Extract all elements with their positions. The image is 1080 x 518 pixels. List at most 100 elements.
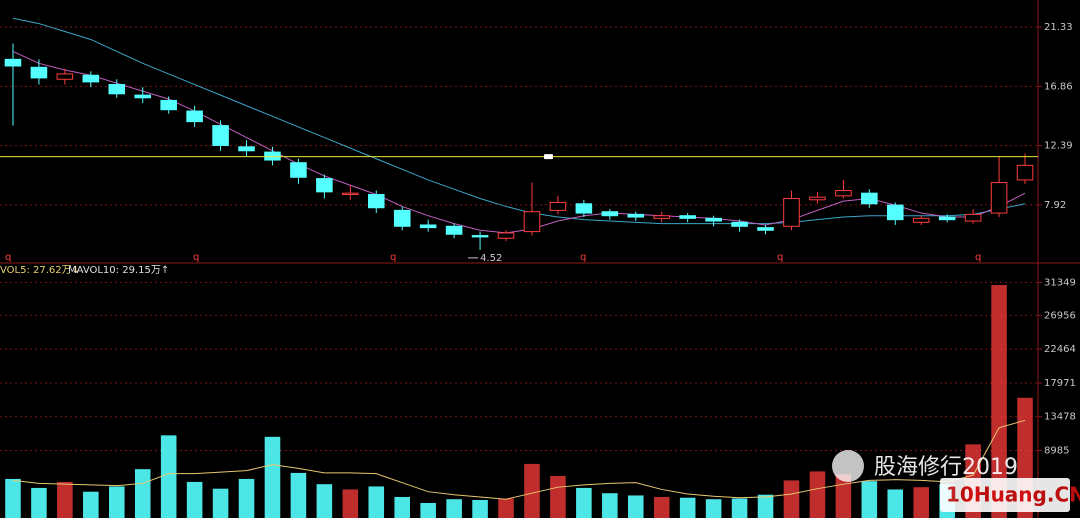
volume-bar	[316, 484, 333, 518]
moving-average-line	[12, 17, 1026, 225]
period-mark: q	[5, 252, 11, 263]
y-tick-label: 22464	[1044, 344, 1076, 355]
watermark-text: 股海修行2019	[874, 455, 1018, 480]
candle-body	[471, 235, 489, 238]
candle-body	[938, 216, 956, 221]
candle-body	[290, 162, 307, 178]
volume-bar	[368, 486, 385, 518]
y-tick-label: 21.33	[1044, 22, 1073, 33]
period-mark: q	[777, 252, 783, 263]
candle-body	[134, 94, 152, 99]
volume-bar	[991, 285, 1007, 518]
candle-body	[30, 66, 48, 79]
candle-body	[497, 232, 515, 239]
volume-bar	[627, 495, 644, 518]
y-tick-label: 12.39	[1044, 141, 1073, 152]
volume-bar	[238, 478, 255, 518]
volume-bar	[186, 481, 203, 518]
volume-bar	[290, 472, 307, 518]
period-mark: q	[193, 252, 199, 263]
volume-bar	[57, 481, 73, 518]
candle-body	[393, 209, 411, 227]
volume-bar	[420, 502, 436, 518]
candle-body	[108, 84, 126, 95]
candle-body	[4, 58, 22, 67]
volume-bar	[809, 471, 826, 518]
volume-bar	[108, 486, 125, 518]
moving-average-line	[12, 419, 1026, 500]
volume-bar	[212, 488, 229, 518]
period-mark: q	[390, 252, 396, 263]
volume-bar	[394, 496, 411, 518]
candle-body	[264, 151, 281, 161]
volume-bar	[653, 496, 670, 518]
volume-bar	[550, 475, 566, 518]
volume-bar	[83, 491, 99, 518]
low-annotation: 4.52	[480, 253, 502, 264]
y-tick-label: 26956	[1044, 310, 1076, 321]
volume-bar	[602, 493, 618, 518]
y-tick-label: 8985	[1044, 445, 1069, 456]
candle-body	[238, 146, 255, 152]
volume-bar	[160, 435, 177, 518]
moving-average-line	[12, 50, 1026, 234]
y-tick-label: 17971	[1044, 378, 1076, 389]
candle-body	[835, 190, 852, 197]
candle-body	[861, 192, 878, 205]
candle-body	[731, 221, 748, 227]
volume-bar	[134, 469, 151, 518]
candle-body	[523, 211, 541, 233]
candle-body	[990, 182, 1008, 214]
candle-body	[342, 192, 359, 196]
candle-body	[82, 74, 100, 83]
candle-body	[912, 217, 930, 223]
legend-item: MAVOL10: 29.15万↑	[68, 265, 169, 276]
y-tick-label: 16.86	[1044, 81, 1073, 92]
volume-bar	[887, 489, 904, 518]
volume-bar	[679, 497, 696, 518]
candle-body	[964, 213, 982, 222]
candle-body	[679, 215, 696, 219]
period-mark: q	[975, 252, 981, 263]
volume-bar	[5, 478, 21, 518]
candle-body	[783, 197, 800, 227]
y-tick-label: 31349	[1044, 277, 1076, 288]
candle-body	[160, 99, 177, 111]
volume-bar	[342, 489, 359, 518]
candle-body	[1016, 164, 1034, 181]
volume-bar	[861, 481, 878, 518]
candle-body	[886, 204, 904, 221]
volume-bar	[498, 498, 514, 518]
candle-body	[316, 178, 333, 193]
candle-body	[186, 110, 203, 123]
volume-bar	[576, 487, 592, 518]
candle-body	[549, 201, 567, 211]
candle-body	[601, 211, 619, 217]
candle-body	[653, 215, 671, 219]
candle-body	[367, 194, 385, 209]
volume-bar	[705, 499, 722, 518]
candle-body	[212, 125, 229, 146]
volume-bar	[31, 487, 47, 518]
candle-body	[419, 224, 437, 229]
candle-body	[809, 196, 826, 201]
volume-bar	[524, 463, 540, 518]
volume-bar	[446, 499, 462, 518]
legend-item: VOL5: 27.62万↓	[0, 265, 80, 276]
candle-body	[757, 227, 774, 231]
watermark: 股海修行2019 10Huang.CN	[832, 450, 1080, 512]
volume-bar	[731, 498, 748, 518]
candle-body	[445, 225, 463, 235]
reference-handle	[544, 154, 553, 160]
watermark-logo-bg	[940, 478, 1070, 512]
volume-bar	[913, 487, 930, 518]
volume-bar	[264, 436, 281, 518]
y-tick-label: 7.92	[1044, 200, 1066, 211]
y-tick-label: 13478	[1044, 412, 1076, 423]
candle-body	[575, 203, 593, 214]
period-mark: q	[580, 252, 586, 263]
watermark-logo: 10Huang.CN	[946, 483, 1080, 507]
watermark-icon	[832, 450, 864, 482]
